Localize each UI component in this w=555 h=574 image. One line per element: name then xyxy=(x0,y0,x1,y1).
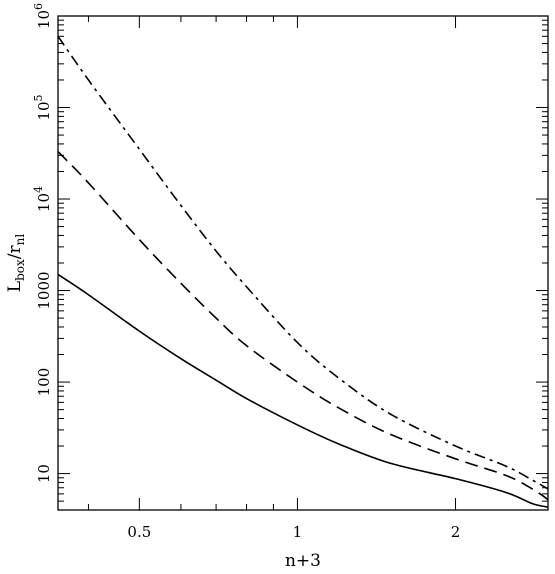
series-layer xyxy=(57,35,549,508)
y-axis-label: Lbox/rnl xyxy=(5,234,27,293)
x-tick-label: 1 xyxy=(293,523,303,541)
y-tick-label: 105 xyxy=(32,94,53,120)
svg-text:100: 100 xyxy=(35,368,53,397)
x-tick-label: 2 xyxy=(451,523,461,541)
y-label-mid: /r xyxy=(5,244,25,259)
x-tick-label: 0.5 xyxy=(127,523,151,541)
x-axis-label: n+3 xyxy=(285,551,321,571)
y-label-base-sub: box xyxy=(13,259,27,281)
y-label-mid-sub: nl xyxy=(13,234,27,246)
series-solid-line xyxy=(57,273,549,508)
y-tick-label: 106 xyxy=(32,3,53,29)
svg-text:1000: 1000 xyxy=(35,271,53,309)
svg-text:105: 105 xyxy=(32,94,53,120)
svg-text:10: 10 xyxy=(35,464,53,483)
y-tick-label: 10 xyxy=(35,464,53,483)
axes: 0.5 1 2 10 100 1000 104 105 106 xyxy=(32,3,549,541)
y-tick-label: 1000 xyxy=(35,271,53,309)
y-tick-label: 104 xyxy=(32,186,53,212)
svg-text:Lbox/rnl: Lbox/rnl xyxy=(5,234,27,293)
svg-text:106: 106 xyxy=(32,3,53,29)
y-tick-label: 100 xyxy=(35,368,53,397)
series-dashed-line xyxy=(57,151,549,501)
plot-frame xyxy=(57,15,549,511)
y-label-base: L xyxy=(5,281,25,292)
svg-text:104: 104 xyxy=(32,186,53,212)
series-dashdot-line xyxy=(57,35,549,490)
